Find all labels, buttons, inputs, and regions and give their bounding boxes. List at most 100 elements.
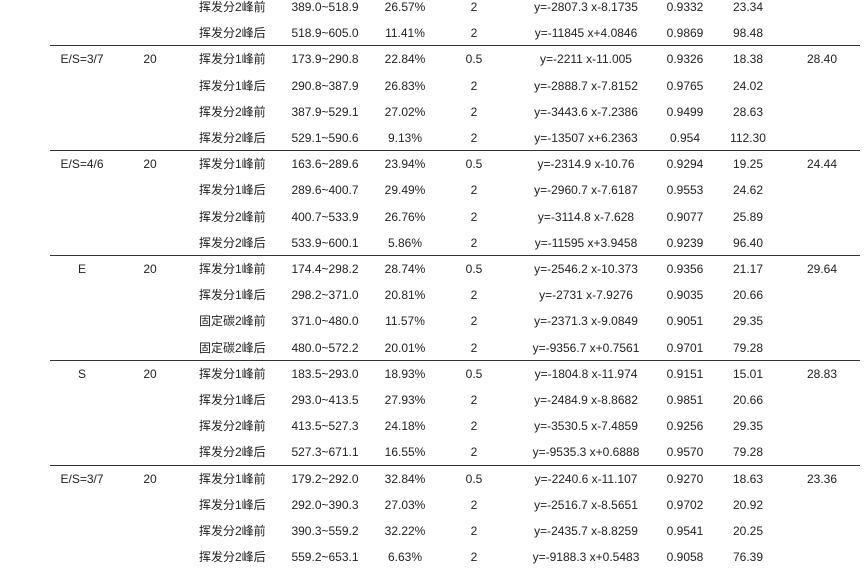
order: 2 <box>470 26 478 41</box>
mass-loss: 27.93% <box>384 393 426 407</box>
activation-energy: 25.89 <box>732 209 764 224</box>
group-label: S <box>77 366 87 381</box>
order: 2 <box>470 104 478 119</box>
order: 2 <box>470 445 478 460</box>
r-squared: 0.9541 <box>666 524 704 538</box>
r-squared: 0.9294 <box>666 157 704 172</box>
group-rule <box>50 45 860 47</box>
stage: 挥发分1峰前 <box>199 262 266 276</box>
mass-loss: 5.86% <box>387 235 423 250</box>
r-squared: 0.9239 <box>666 235 704 250</box>
activation-energy: 28.63 <box>732 104 764 119</box>
r-squared: 0.9151 <box>666 366 704 381</box>
order: 2 <box>470 314 478 329</box>
order: 2 <box>470 183 478 198</box>
equation: y=-2807.3 x-8.1735 <box>534 0 638 14</box>
r-squared: 0.9256 <box>666 419 704 434</box>
mass-loss: 28.74% <box>384 262 426 276</box>
activation-energy: 29.35 <box>732 314 764 329</box>
mean-energy: 24.44 <box>806 157 838 172</box>
activation-energy: 29.35 <box>732 419 764 434</box>
temp-range: 387.9~529.1 <box>291 104 359 119</box>
activation-energy: 76.39 <box>732 550 764 565</box>
r-squared: 0.9570 <box>666 445 704 460</box>
temp-range: 292.0~390.3 <box>291 497 359 512</box>
temp-range: 183.5~293.0 <box>291 366 359 381</box>
mean-energy: 28.40 <box>806 52 838 67</box>
r-squared: 0.954 <box>669 131 701 145</box>
order: 0.5 <box>465 52 483 67</box>
group-label: E/S=4/6 <box>60 157 104 172</box>
mass-loss: 20.81% <box>384 288 426 303</box>
group-rule <box>50 359 860 361</box>
r-squared: 0.9869 <box>666 26 704 41</box>
stage: 挥发分2峰后 <box>199 26 266 41</box>
r-squared: 0.9765 <box>666 78 704 93</box>
order: 0.5 <box>465 157 483 172</box>
heating-rate: 20 <box>143 262 157 276</box>
equation: y=-3530.5 x-7.4859 <box>534 419 638 434</box>
order: 2 <box>470 0 478 14</box>
mass-loss: 32.84% <box>384 471 426 486</box>
activation-energy: 112.30 <box>730 131 766 145</box>
stage: 挥发分2峰前 <box>199 104 266 119</box>
equation: y=-2888.7 x-7.8152 <box>534 78 638 93</box>
mass-loss: 29.49% <box>384 183 426 198</box>
stage: 固定碳2峰前 <box>199 314 266 329</box>
group-label: E/S=3/7 <box>60 471 104 486</box>
stage: 挥发分2峰前 <box>199 524 266 538</box>
order: 2 <box>470 497 478 512</box>
temp-range: 559.2~653.1 <box>291 550 359 565</box>
r-squared: 0.9077 <box>666 209 704 224</box>
stage: 挥发分2峰后 <box>199 131 266 145</box>
r-squared: 0.9499 <box>666 104 704 119</box>
order: 2 <box>470 131 478 145</box>
order: 0.5 <box>465 366 483 381</box>
order: 2 <box>470 524 478 538</box>
mass-loss: 20.01% <box>384 340 426 355</box>
equation: y=-2546.2 x-10.373 <box>534 262 638 276</box>
stage: 挥发分1峰后 <box>199 288 266 303</box>
stage: 挥发分2峰前 <box>199 209 266 224</box>
heating-rate: 20 <box>143 52 157 67</box>
temp-range: 527.3~671.1 <box>291 445 359 460</box>
equation: y=-9188.3 x+0.5483 <box>532 550 640 565</box>
equation: y=-2240.6 x-11.107 <box>534 471 638 486</box>
stage: 挥发分1峰后 <box>199 497 266 512</box>
r-squared: 0.9058 <box>666 550 704 565</box>
mean-energy: 23.36 <box>806 471 838 486</box>
equation: y=-1804.8 x-11.974 <box>534 366 638 381</box>
group-rule <box>50 150 860 152</box>
stage: 挥发分1峰前 <box>199 366 266 381</box>
activation-energy: 20.92 <box>732 497 764 512</box>
activation-energy: 24.02 <box>732 78 764 93</box>
heating-rate: 20 <box>143 366 157 381</box>
mass-loss: 26.76% <box>384 209 426 224</box>
r-squared: 0.9035 <box>666 288 704 303</box>
activation-energy: 18.63 <box>732 471 764 486</box>
stage: 挥发分1峰前 <box>199 471 266 486</box>
temp-range: 163.6~289.6 <box>291 157 359 172</box>
order: 2 <box>470 209 478 224</box>
mass-loss: 9.13% <box>387 131 423 145</box>
activation-energy: 21.17 <box>732 262 764 276</box>
activation-energy: 18.38 <box>732 52 764 67</box>
r-squared: 0.9553 <box>666 183 704 198</box>
order: 2 <box>470 393 478 407</box>
equation: y=-2211 x-11.005 <box>540 52 632 67</box>
equation: y=-11845 x+4.0846 <box>534 26 638 41</box>
equation: y=-2960.7 x-7.6187 <box>534 183 638 198</box>
activation-energy: 15.01 <box>732 366 764 381</box>
mass-loss: 22.84% <box>384 52 426 67</box>
heating-rate: 20 <box>143 471 157 486</box>
order: 2 <box>470 550 478 565</box>
activation-energy: 19.25 <box>732 157 764 172</box>
group-label: E <box>77 262 87 276</box>
stage: 挥发分2峰后 <box>199 235 266 250</box>
order: 2 <box>470 78 478 93</box>
temp-range: 289.6~400.7 <box>291 183 359 198</box>
r-squared: 0.9702 <box>666 497 704 512</box>
mass-loss: 27.02% <box>384 104 426 119</box>
activation-energy: 96.40 <box>732 235 764 250</box>
